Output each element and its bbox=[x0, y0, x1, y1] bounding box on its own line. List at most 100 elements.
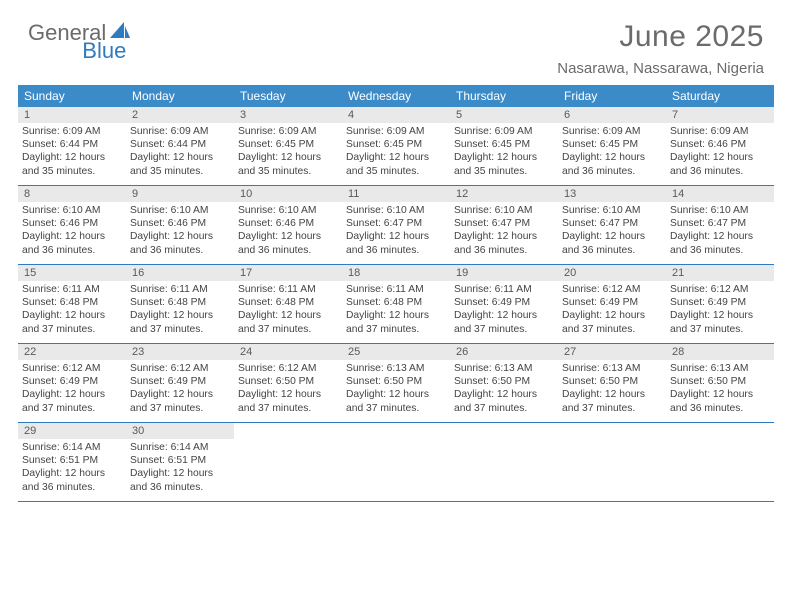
day-line: Sunset: 6:47 PM bbox=[670, 217, 770, 230]
day-line: Daylight: 12 hours bbox=[346, 230, 446, 243]
day-cell bbox=[558, 423, 666, 501]
day-line: and 37 minutes. bbox=[130, 323, 230, 336]
day-line: Sunrise: 6:11 AM bbox=[454, 283, 554, 296]
location-text: Nasarawa, Nassarawa, Nigeria bbox=[557, 60, 764, 77]
day-line: Sunrise: 6:13 AM bbox=[454, 362, 554, 375]
day-line: Daylight: 12 hours bbox=[454, 230, 554, 243]
day-line: and 37 minutes. bbox=[22, 323, 122, 336]
day-line: and 36 minutes. bbox=[670, 402, 770, 415]
day-line: and 37 minutes. bbox=[562, 323, 662, 336]
day-cell: 8Sunrise: 6:10 AMSunset: 6:46 PMDaylight… bbox=[18, 186, 126, 264]
day-line: and 35 minutes. bbox=[130, 165, 230, 178]
day-body: Sunrise: 6:12 AMSunset: 6:49 PMDaylight:… bbox=[558, 283, 666, 336]
day-line: Daylight: 12 hours bbox=[670, 151, 770, 164]
day-number: 12 bbox=[450, 186, 558, 202]
day-line: Sunrise: 6:09 AM bbox=[562, 125, 662, 138]
day-line: Sunrise: 6:09 AM bbox=[670, 125, 770, 138]
day-line: and 36 minutes. bbox=[346, 244, 446, 257]
day-line: Sunset: 6:46 PM bbox=[670, 138, 770, 151]
day-line: Sunset: 6:50 PM bbox=[346, 375, 446, 388]
day-line: Sunset: 6:48 PM bbox=[22, 296, 122, 309]
day-cell: 30Sunrise: 6:14 AMSunset: 6:51 PMDayligh… bbox=[126, 423, 234, 501]
day-body: Sunrise: 6:13 AMSunset: 6:50 PMDaylight:… bbox=[450, 362, 558, 415]
day-line: and 37 minutes. bbox=[346, 402, 446, 415]
day-line: and 37 minutes. bbox=[454, 402, 554, 415]
day-number: 30 bbox=[126, 423, 234, 439]
day-line: Daylight: 12 hours bbox=[346, 151, 446, 164]
day-line: and 36 minutes. bbox=[670, 244, 770, 257]
day-line: Daylight: 12 hours bbox=[130, 388, 230, 401]
day-line: and 37 minutes. bbox=[670, 323, 770, 336]
month-title: June 2025 bbox=[557, 20, 764, 54]
day-line: Sunset: 6:46 PM bbox=[22, 217, 122, 230]
day-line: Sunset: 6:45 PM bbox=[562, 138, 662, 151]
day-line: Daylight: 12 hours bbox=[454, 309, 554, 322]
week-row: 1Sunrise: 6:09 AMSunset: 6:44 PMDaylight… bbox=[18, 107, 774, 186]
day-line: Sunset: 6:47 PM bbox=[454, 217, 554, 230]
weekday-header: Friday bbox=[558, 85, 666, 107]
day-line: and 36 minutes. bbox=[22, 244, 122, 257]
day-line: Daylight: 12 hours bbox=[238, 151, 338, 164]
weekday-header: Thursday bbox=[450, 85, 558, 107]
day-body: Sunrise: 6:09 AMSunset: 6:45 PMDaylight:… bbox=[342, 125, 450, 178]
day-cell: 21Sunrise: 6:12 AMSunset: 6:49 PMDayligh… bbox=[666, 265, 774, 343]
day-line: and 37 minutes. bbox=[562, 402, 662, 415]
day-line: Sunset: 6:49 PM bbox=[562, 296, 662, 309]
weekday-header: Sunday bbox=[18, 85, 126, 107]
day-line: Sunrise: 6:12 AM bbox=[562, 283, 662, 296]
day-line: Sunrise: 6:10 AM bbox=[562, 204, 662, 217]
day-line: and 37 minutes. bbox=[454, 323, 554, 336]
day-line: Sunset: 6:51 PM bbox=[22, 454, 122, 467]
day-body: Sunrise: 6:11 AMSunset: 6:48 PMDaylight:… bbox=[126, 283, 234, 336]
day-cell: 12 Sunrise: 6:10 AMSunset: 6:47 PMDayligh… bbox=[450, 186, 558, 264]
day-line: and 36 minutes. bbox=[130, 244, 230, 257]
day-line: and 35 minutes. bbox=[238, 165, 338, 178]
day-line: and 37 minutes. bbox=[238, 402, 338, 415]
day-cell: 2Sunrise: 6:09 AMSunset: 6:44 PMDaylight… bbox=[126, 107, 234, 185]
day-line: Sunset: 6:44 PM bbox=[22, 138, 122, 151]
week-row: 22Sunrise: 6:12 AMSunset: 6:49 PMDayligh… bbox=[18, 344, 774, 423]
day-body: Sunrise: 6:09 AMSunset: 6:44 PMDaylight:… bbox=[18, 125, 126, 178]
title-block: June 2025 Nasarawa, Nassarawa, Nigeria bbox=[557, 20, 764, 77]
day-line: Daylight: 12 hours bbox=[670, 230, 770, 243]
day-number: 14 bbox=[666, 186, 774, 202]
day-number: 27 bbox=[558, 344, 666, 360]
day-cell: 3Sunrise: 6:09 AMSunset: 6:45 PMDaylight… bbox=[234, 107, 342, 185]
day-line: and 37 minutes. bbox=[22, 402, 122, 415]
day-line: Sunrise: 6:11 AM bbox=[238, 283, 338, 296]
header: General Blue June 2025 Nasarawa, Nassara… bbox=[0, 0, 792, 85]
day-line: Sunrise: 6:12 AM bbox=[238, 362, 338, 375]
day-cell: 29Sunrise: 6:14 AMSunset: 6:51 PMDayligh… bbox=[18, 423, 126, 501]
logo-text-blue: Blue bbox=[82, 38, 126, 64]
day-line: Sunrise: 6:12 AM bbox=[22, 362, 122, 375]
day-cell: 7Sunrise: 6:09 AMSunset: 6:46 PMDaylight… bbox=[666, 107, 774, 185]
day-body: Sunrise: 6:09 AMSunset: 6:45 PMDaylight:… bbox=[558, 125, 666, 178]
day-number: 10 bbox=[234, 186, 342, 202]
day-cell: 17Sunrise: 6:11 AMSunset: 6:48 PMDayligh… bbox=[234, 265, 342, 343]
day-number: 15 bbox=[18, 265, 126, 281]
day-cell: 22Sunrise: 6:12 AMSunset: 6:49 PMDayligh… bbox=[18, 344, 126, 422]
day-line: Sunrise: 6:09 AM bbox=[238, 125, 338, 138]
day-line: Sunset: 6:45 PM bbox=[238, 138, 338, 151]
day-cell: 4Sunrise: 6:09 AMSunset: 6:45 PMDaylight… bbox=[342, 107, 450, 185]
day-body: Sunrise: 6:10 AMSunset: 6:46 PMDaylight:… bbox=[234, 204, 342, 257]
weekday-header: Saturday bbox=[666, 85, 774, 107]
day-line: Sunrise: 6:10 AM bbox=[346, 204, 446, 217]
day-line: Sunset: 6:45 PM bbox=[454, 138, 554, 151]
day-line: Sunrise: 6:14 AM bbox=[22, 441, 122, 454]
day-number: 20 bbox=[558, 265, 666, 281]
day-line: and 36 minutes. bbox=[454, 244, 554, 257]
day-line: Sunset: 6:45 PM bbox=[346, 138, 446, 151]
day-line: and 37 minutes. bbox=[238, 323, 338, 336]
day-line: Daylight: 12 hours bbox=[22, 309, 122, 322]
day-number: 2 bbox=[126, 107, 234, 123]
weekday-header: Tuesday bbox=[234, 85, 342, 107]
day-number: 25 bbox=[342, 344, 450, 360]
day-line: Daylight: 12 hours bbox=[454, 388, 554, 401]
day-body: Sunrise: 6:13 AMSunset: 6:50 PMDaylight:… bbox=[558, 362, 666, 415]
day-body: Sunrise: 6:10 AMSunset: 6:47 PMDaylight:… bbox=[450, 204, 558, 257]
day-line: Sunrise: 6:10 AM bbox=[22, 204, 122, 217]
day-cell: 27 Sunrise: 6:13 AMSunset: 6:50 PMDayligh… bbox=[558, 344, 666, 422]
day-line: Sunrise: 6:13 AM bbox=[346, 362, 446, 375]
day-number: 19 bbox=[450, 265, 558, 281]
